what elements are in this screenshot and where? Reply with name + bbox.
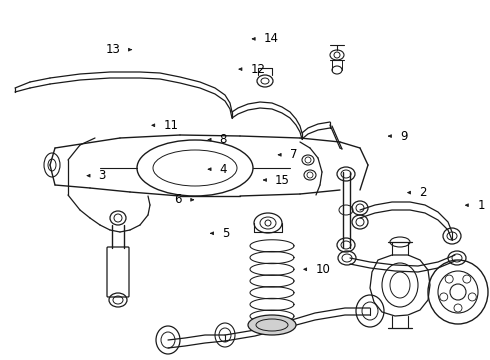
Text: 11: 11	[164, 119, 179, 132]
Ellipse shape	[248, 315, 296, 335]
Text: 5: 5	[222, 227, 229, 240]
Text: 15: 15	[275, 174, 290, 186]
Text: 7: 7	[290, 148, 297, 161]
Text: 2: 2	[419, 186, 427, 199]
Text: 1: 1	[477, 199, 485, 212]
Text: 8: 8	[220, 133, 227, 146]
Text: 13: 13	[105, 43, 121, 56]
Text: 3: 3	[98, 169, 106, 182]
Text: 4: 4	[220, 163, 227, 176]
Text: 12: 12	[250, 63, 266, 76]
Text: 9: 9	[400, 130, 408, 143]
Text: 6: 6	[174, 193, 182, 206]
Text: 14: 14	[264, 32, 279, 45]
Text: 10: 10	[316, 263, 331, 276]
